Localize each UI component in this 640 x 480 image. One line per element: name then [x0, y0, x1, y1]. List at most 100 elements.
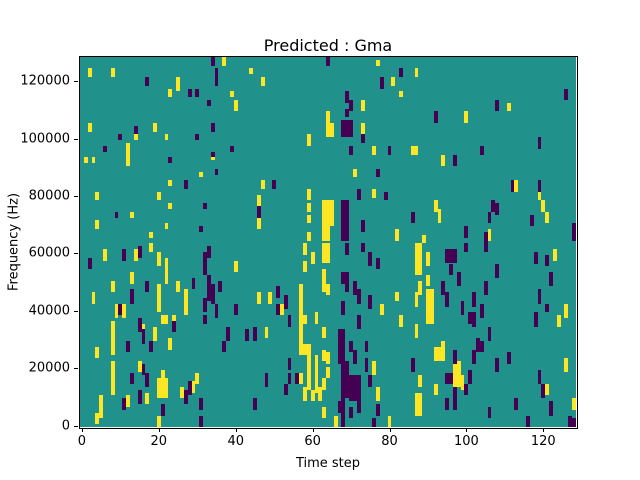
heatmap-cell: [168, 157, 173, 164]
heatmap-cell: [460, 300, 465, 316]
heatmap-cell: [387, 145, 392, 155]
heatmap-cell: [556, 315, 561, 327]
heatmap-cell: [279, 303, 284, 316]
heatmap-cell: [360, 243, 365, 253]
heatmap-cell: [168, 338, 173, 350]
heatmap-cell: [433, 346, 446, 362]
heatmap-cell: [145, 280, 150, 293]
heatmap-cell: [452, 154, 457, 166]
heatmap-cell: [295, 372, 300, 384]
heatmap-cell: [399, 315, 403, 327]
heatmap-cell: [545, 254, 550, 267]
heatmap-cell: [210, 283, 215, 304]
heatmap-cell: [160, 404, 165, 416]
heatmap-cell: [468, 312, 473, 324]
heatmap-cell: [414, 292, 419, 307]
heatmap-cell: [549, 401, 553, 416]
heatmap-cell: [199, 398, 204, 410]
heatmap-cell: [203, 252, 207, 275]
heatmap-cell: [283, 295, 288, 310]
heatmap-cell: [253, 326, 257, 341]
heatmap-cell: [495, 100, 500, 112]
heatmap-cell: [214, 68, 219, 78]
heatmap-cell: [541, 383, 546, 399]
heatmap-cell: [137, 318, 142, 333]
plot-area: [80, 57, 576, 427]
heatmap-cell: [341, 120, 353, 138]
heatmap-cell: [341, 200, 350, 241]
heatmap-cell: [333, 415, 338, 427]
x-tick-mark: [466, 428, 468, 432]
heatmap-cell: [572, 418, 576, 427]
heatmap-cell: [191, 381, 196, 393]
heatmap-cell: [133, 249, 138, 261]
heatmap-cell: [210, 157, 215, 161]
heatmap-cell: [349, 406, 353, 419]
heatmap-cell: [303, 243, 307, 255]
heatmap-cell: [210, 122, 215, 132]
heatmap-cell: [87, 257, 92, 270]
heatmap-cell: [91, 292, 96, 304]
heatmap-cell: [126, 143, 130, 166]
heatmap-cell: [114, 303, 119, 318]
heatmap-cell: [195, 372, 200, 384]
heatmap-cell: [352, 349, 357, 364]
y-tick-label: 80000: [28, 188, 70, 204]
heatmap-cell: [110, 280, 115, 293]
heatmap-cell: [122, 398, 127, 410]
heatmap-cell: [91, 157, 96, 164]
x-tick-mark: [158, 428, 160, 432]
heatmap-cell: [376, 257, 380, 270]
heatmap-cell: [445, 398, 450, 410]
heatmap-cell: [483, 243, 488, 253]
heatmap-cell: [137, 246, 142, 258]
heatmap-cell: [464, 111, 469, 123]
heatmap-cell: [191, 277, 196, 290]
heatmap-cell: [356, 188, 361, 201]
heatmap-cell: [141, 329, 146, 344]
heatmap-cell: [233, 260, 238, 273]
heatmap-cell: [372, 145, 377, 155]
heatmap-cell: [552, 249, 557, 261]
heatmap-cell: [187, 381, 192, 396]
heatmap-cell: [203, 297, 207, 313]
heatmap-cell: [303, 386, 307, 402]
heatmap-cell: [345, 91, 350, 103]
heatmap-cell: [422, 234, 427, 244]
heatmap-cell: [203, 203, 207, 209]
x-tick-label: 80: [381, 434, 398, 449]
heatmap-cell: [376, 168, 380, 178]
heatmap-cell: [372, 418, 377, 427]
y-tick-mark: [74, 81, 78, 83]
y-tick-label: 20000: [28, 360, 70, 376]
heatmap-cell: [376, 59, 380, 66]
heatmap-cell: [368, 252, 373, 267]
heatmap-cell: [483, 231, 488, 244]
heatmap-cell: [337, 329, 346, 364]
x-tick-label: 120: [530, 434, 556, 449]
heatmap-cell: [222, 57, 227, 66]
heatmap-cell: [537, 369, 542, 384]
heatmap-cell: [414, 323, 419, 339]
heatmap-cell: [129, 272, 134, 284]
heatmap-cell: [452, 361, 461, 387]
heatmap-cell: [83, 157, 88, 164]
heatmap-cell: [337, 401, 342, 413]
heatmap-cell: [306, 378, 311, 390]
heatmap-cell: [372, 188, 377, 198]
heatmap-cell: [476, 338, 480, 353]
heatmap-cell: [414, 68, 419, 78]
heatmap-cell: [572, 223, 576, 241]
y-tick-label: 120000: [20, 73, 70, 89]
heatmap-cell: [172, 320, 177, 333]
heatmap-cell: [541, 200, 546, 212]
heatmap-cell: [233, 100, 238, 112]
heatmap-cell: [222, 340, 227, 353]
y-tick-label: 40000: [28, 303, 70, 319]
heatmap-cell: [287, 315, 292, 327]
heatmap-cell: [145, 77, 150, 86]
heatmap-cell: [445, 292, 450, 307]
heatmap-cell: [310, 389, 315, 402]
heatmap-cell: [326, 122, 330, 138]
